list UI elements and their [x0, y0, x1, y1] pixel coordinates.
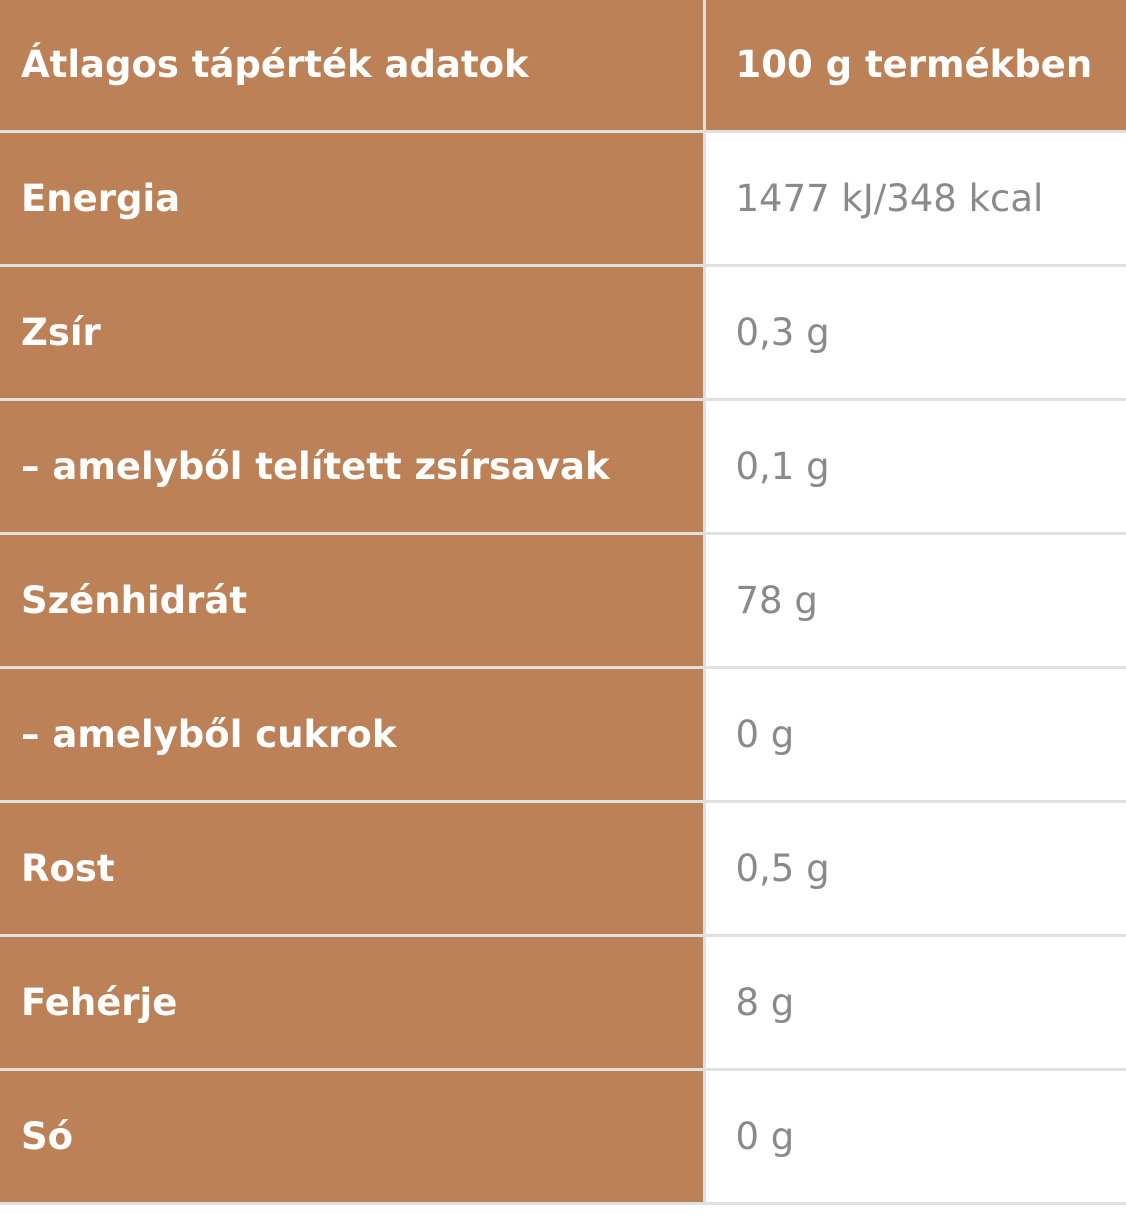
- row-value: 78 g: [704, 533, 1126, 669]
- row-label: – amelyből telített zsírsavak: [0, 399, 706, 535]
- row-value: 8 g: [704, 935, 1126, 1071]
- row-value: 1477 kJ/348 kcal: [704, 131, 1126, 267]
- table-row: Só 0 g: [0, 1069, 1126, 1205]
- table-row: – amelyből cukrok 0 g: [0, 667, 1126, 803]
- header-label: Átlagos tápérték adatok: [0, 0, 706, 133]
- table-row: Rost 0,5 g: [0, 801, 1126, 937]
- row-value: 0 g: [704, 1069, 1126, 1205]
- table-row: – amelyből telített zsírsavak 0,1 g: [0, 399, 1126, 535]
- row-label: Fehérje: [0, 935, 706, 1071]
- row-label: Szénhidrát: [0, 533, 706, 669]
- row-value: 0 g: [704, 667, 1126, 803]
- row-value: 0,3 g: [704, 265, 1126, 401]
- header-value: 100 g termékben: [704, 0, 1126, 133]
- row-label: Zsír: [0, 265, 706, 401]
- row-value: 0,5 g: [704, 801, 1126, 937]
- table-row: Szénhidrát 78 g: [0, 533, 1126, 669]
- table-row: Fehérje 8 g: [0, 935, 1126, 1071]
- table-row: Zsír 0,3 g: [0, 265, 1126, 401]
- row-label: Energia: [0, 131, 706, 267]
- row-value: 0,1 g: [704, 399, 1126, 535]
- row-label: Só: [0, 1069, 706, 1205]
- table-row: Energia 1477 kJ/348 kcal: [0, 131, 1126, 267]
- row-label: – amelyből cukrok: [0, 667, 706, 803]
- table-header-row: Átlagos tápérték adatok 100 g termékben: [0, 0, 1126, 133]
- row-label: Rost: [0, 801, 706, 937]
